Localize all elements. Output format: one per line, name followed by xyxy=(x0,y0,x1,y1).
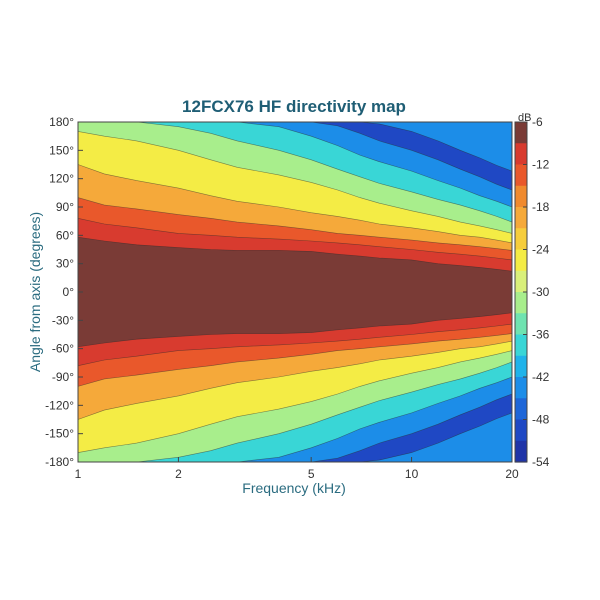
y-tick-label: 180° xyxy=(49,115,74,129)
colorbar-tick-label: -12 xyxy=(532,158,550,172)
y-tick-label: 30° xyxy=(56,257,74,271)
heatmap-plot xyxy=(77,121,513,463)
y-tick-label: -60° xyxy=(52,342,74,356)
x-tick-label: 1 xyxy=(75,467,82,481)
x-tick-label: 5 xyxy=(308,467,315,481)
colorbar-tick-label: -18 xyxy=(532,200,550,214)
colorbar-segment xyxy=(515,249,527,272)
colorbar-segment xyxy=(515,334,527,357)
colorbar-tick-label: -48 xyxy=(532,413,550,427)
y-tick-label: 0° xyxy=(63,285,75,299)
y-tick-label: 120° xyxy=(49,172,74,186)
colorbar-segment xyxy=(515,419,527,442)
colorbar-segment xyxy=(515,355,527,378)
y-axis-label: Angle from axis (degrees) xyxy=(27,212,43,372)
colorbar-tick-label: -42 xyxy=(532,370,550,384)
colorbar-tick-label: -24 xyxy=(532,243,550,257)
x-tick-label: 20 xyxy=(505,467,519,481)
colorbar: -6 -12 -18 -24 -30 -36 -42 -48 -54 xyxy=(514,115,550,469)
colorbar-segment xyxy=(515,164,527,187)
colorbar-segment xyxy=(515,440,527,463)
colorbar-unit: dB xyxy=(518,112,531,124)
y-tick-label: -30° xyxy=(52,313,74,327)
y-tick-label: 60° xyxy=(56,228,74,242)
colorbar-tick-label: -6 xyxy=(532,115,543,129)
colorbar-segment xyxy=(515,185,527,208)
colorbar-tick-label: -36 xyxy=(532,328,550,342)
colorbar-segment xyxy=(515,228,527,251)
colorbar-segment xyxy=(515,398,527,421)
colorbar-segment xyxy=(515,122,527,144)
y-axis: 180° 150° 120° 90° 60° 30° 0° -30° -60° -90° -120°… xyxy=(45,115,83,469)
y-tick-label: -150° xyxy=(45,427,74,441)
y-tick-label: -120° xyxy=(45,398,74,412)
colorbar-segment xyxy=(515,292,527,314)
y-tick-label: 90° xyxy=(56,200,74,214)
y-tick-label: 150° xyxy=(49,143,74,157)
colorbar-tick-label: -54 xyxy=(532,455,550,469)
y-tick-label: -90° xyxy=(52,370,74,384)
colorbar-segment xyxy=(515,207,527,229)
colorbar-segment xyxy=(515,313,527,336)
x-axis: 1 2 5 10 20 xyxy=(75,457,519,481)
x-tick-label: 10 xyxy=(405,467,419,481)
y-tick-label: -180° xyxy=(45,455,74,469)
x-axis-label: Frequency (kHz) xyxy=(242,480,345,496)
colorbar-segment xyxy=(515,143,527,166)
colorbar-segment xyxy=(515,377,527,399)
chart-title: 12FCX76 HF directivity map xyxy=(182,97,406,116)
x-tick-label: 2 xyxy=(175,467,182,481)
colorbar-segment xyxy=(515,270,527,293)
colorbar-tick-label: -30 xyxy=(532,285,550,299)
